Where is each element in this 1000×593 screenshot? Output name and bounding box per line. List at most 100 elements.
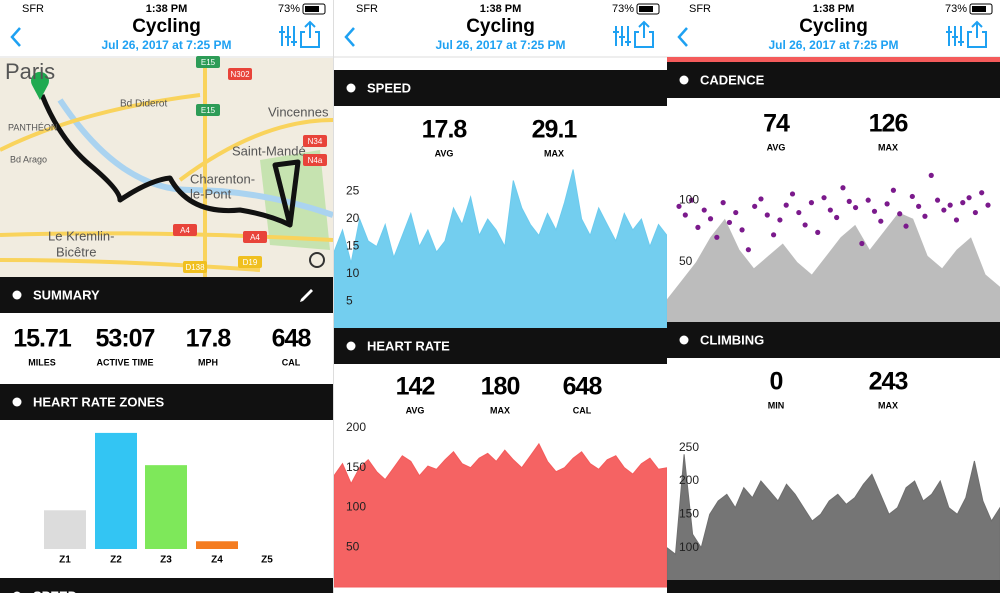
cadence-point <box>979 190 985 196</box>
stat-value: 648 <box>563 373 603 401</box>
stat-value: 243 <box>869 368 908 396</box>
stat-value: 0 <box>770 368 783 396</box>
edit-button[interactable] <box>300 289 313 302</box>
cadence-point <box>922 213 928 219</box>
y-tick-label: 200 <box>679 473 699 487</box>
road-shield <box>303 154 327 166</box>
map[interactable]: Paris Vincennes Saint-Mandé Charenton-le-Po… <box>0 56 333 277</box>
share-box <box>300 31 320 48</box>
battery-fill <box>305 6 319 12</box>
stat-value: 180 <box>481 373 520 401</box>
map-label: Paris <box>5 59 55 84</box>
cadence-point <box>909 193 915 200</box>
accent-strip <box>667 57 1000 62</box>
y-tick-label: 50 <box>679 254 693 268</box>
battery-fill <box>639 6 653 12</box>
map-search <box>309 252 325 268</box>
stat-label: ACTIVE TIME <box>96 357 153 367</box>
cadence-point <box>808 200 815 206</box>
map-label: Bd Arago <box>10 154 47 164</box>
y-tick-label: 100 <box>679 540 699 554</box>
battery-icon <box>969 3 993 15</box>
cadence-point <box>752 203 758 209</box>
map-label: Charenton- <box>190 171 255 186</box>
back-button[interactable] <box>344 27 355 47</box>
section-title: HEART RATE ZONES <box>33 394 165 409</box>
y-tick-label: 15 <box>346 239 360 253</box>
area-fill <box>667 454 1000 582</box>
section-bar <box>0 578 333 593</box>
cadence-point <box>865 197 871 203</box>
settings-button[interactable] <box>946 26 964 46</box>
stat-value: 17.8 <box>422 116 468 144</box>
road-shield-label: N4a <box>308 156 323 165</box>
cadence-point <box>834 214 840 221</box>
cadence-point <box>720 200 726 206</box>
cadence-point <box>840 185 846 191</box>
zone-label: Z4 <box>211 555 223 566</box>
y-tick-label: 150 <box>679 507 699 521</box>
cadence-point <box>934 197 941 203</box>
zone-bar <box>95 432 137 549</box>
area-fill <box>334 442 667 588</box>
section-title: SUMMARY <box>33 287 100 302</box>
stat-value: 648 <box>272 325 312 353</box>
y-tick-label: 200 <box>346 420 366 434</box>
cadence-point <box>859 240 865 247</box>
road-shield-label: D138 <box>185 263 205 272</box>
header-title: Cycling <box>466 16 535 37</box>
cadence-point <box>941 207 947 213</box>
cadence-point <box>701 207 707 213</box>
settings-button[interactable] <box>613 26 631 46</box>
cadence-point <box>947 202 953 208</box>
stat-value: 126 <box>869 110 908 138</box>
y-tick-label: 5 <box>346 294 353 308</box>
zone-label: Z5 <box>261 555 273 566</box>
settings-button[interactable] <box>279 26 297 46</box>
stat-value: 15.71 <box>13 325 72 353</box>
y-tick-label: 20 <box>346 211 360 225</box>
section-bar <box>667 62 1000 98</box>
cadence-point <box>953 217 960 223</box>
share-button[interactable] <box>634 20 654 48</box>
share-button[interactable] <box>300 20 320 48</box>
section-bar <box>667 580 1000 593</box>
stat-value: 53:07 <box>96 325 155 353</box>
cadence-point <box>878 218 884 224</box>
cadence-point <box>884 201 890 207</box>
stat-value: 17.8 <box>186 325 232 353</box>
map-label: Bd Diderot <box>120 99 167 110</box>
stat-label: MAX <box>878 142 898 152</box>
back-button[interactable] <box>677 27 688 47</box>
map-label: Saint-Mandé <box>232 143 306 158</box>
section-bar <box>334 70 667 106</box>
cadence-point <box>897 211 903 217</box>
cadence-point <box>985 202 991 208</box>
road-shield <box>196 104 220 116</box>
cadence-point <box>871 208 878 214</box>
header-title: Cycling <box>132 16 201 37</box>
cadence-point <box>960 200 966 206</box>
back-button[interactable] <box>10 27 21 47</box>
carrier: SFR <box>689 3 711 15</box>
stat-label: CAL <box>282 357 301 367</box>
header-date: Jul 26, 2017 at 7:25 PM <box>435 38 565 52</box>
cadence-point <box>972 209 978 216</box>
stat-value: 74 <box>763 110 790 138</box>
cadence-point <box>852 204 859 211</box>
zone-label: Z2 <box>110 555 122 566</box>
clock: 1:38 PM <box>813 3 855 15</box>
road-shield-label: D19 <box>243 258 258 267</box>
map-label: Le Kremlin- <box>48 228 114 243</box>
cadence-point <box>821 195 827 201</box>
cadence-point <box>966 195 972 201</box>
cadence-point <box>846 198 852 204</box>
section-icon <box>346 341 356 351</box>
zone-bar <box>44 510 86 549</box>
road <box>0 93 201 152</box>
share-arrow <box>971 20 983 38</box>
section-icon <box>346 83 356 93</box>
share-button[interactable] <box>967 20 987 48</box>
